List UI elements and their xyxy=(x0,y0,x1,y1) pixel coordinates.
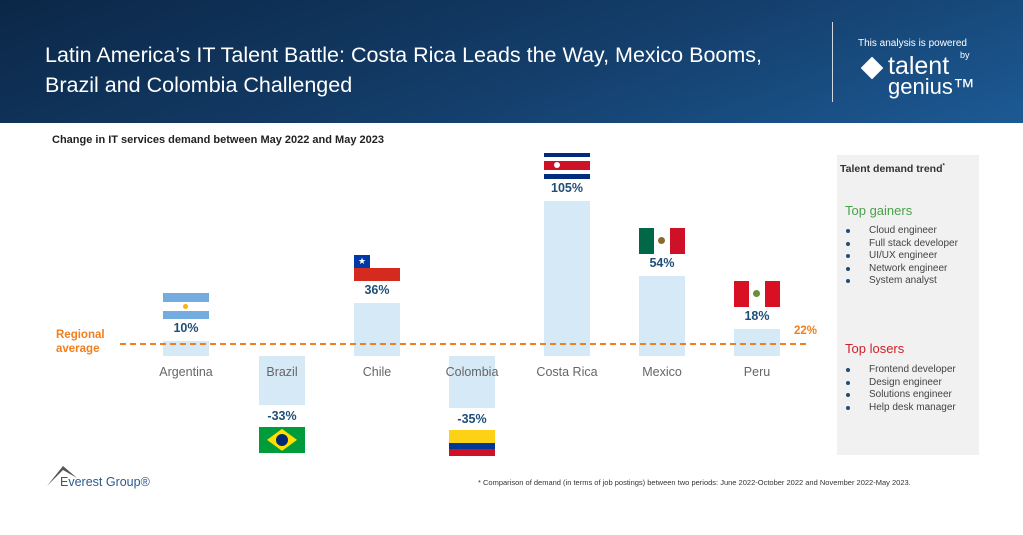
powered-by-text: This analysis is powered xyxy=(858,38,967,49)
value-label-chile: 36% xyxy=(364,282,390,297)
top-gainers-title: Top gainers xyxy=(845,203,913,218)
list-item: Design engineer xyxy=(845,377,956,390)
value-label-peru: 18% xyxy=(744,309,770,324)
page-title: Latin America’s IT Talent Battle: Costa … xyxy=(45,43,762,97)
category-label-peru: Peru xyxy=(743,365,771,379)
bar-brazil xyxy=(259,356,305,405)
flag-colombia-icon xyxy=(449,429,495,456)
panel-title: Talent demand trend* xyxy=(840,163,945,175)
list-item: Frontend developer xyxy=(845,364,956,377)
flag-mexico-icon xyxy=(639,228,685,255)
everest-group-logo-icon xyxy=(47,466,77,486)
gainers-list: Cloud engineer Full stack developer UI/U… xyxy=(845,225,958,288)
divider xyxy=(832,22,833,102)
value-label-costa-rica: 105% xyxy=(551,180,583,195)
list-item: Help desk manager xyxy=(845,402,956,415)
talent-demand-panel: Talent demand trend* Top gainers Cloud e… xyxy=(837,155,979,455)
list-item: Full stack developer xyxy=(845,238,958,251)
category-label-argentina: Argentina xyxy=(159,365,213,379)
chart-title: Change in IT services demand between May… xyxy=(52,134,384,146)
value-label-colombia: -35% xyxy=(457,411,487,426)
bar-chile xyxy=(354,302,400,356)
category-label-chile: Chile xyxy=(362,365,392,379)
top-losers-title: Top losers xyxy=(845,341,905,356)
header-banner: Latin America’s IT Talent Battle: Costa … xyxy=(0,0,1023,123)
category-label-brazil: Brazil xyxy=(266,365,298,379)
bar-colombia xyxy=(449,356,495,408)
list-item: Network engineer xyxy=(845,263,958,276)
panel-title-mark: * xyxy=(942,163,945,170)
bar-peru xyxy=(734,329,780,356)
flag-chile-icon: ★ xyxy=(354,254,400,281)
category-label-colombia: Colombia xyxy=(445,365,499,379)
losers-list: Frontend developer Design engineer Solut… xyxy=(845,364,956,414)
value-label-argentina: 10% xyxy=(173,321,199,336)
regional-average-value: 22% xyxy=(794,325,818,337)
category-label-costa-rica: Costa Rica xyxy=(536,365,598,379)
list-item: Cloud engineer xyxy=(845,225,958,238)
logo-genius: genius™ xyxy=(888,74,975,99)
list-item: Solutions engineer xyxy=(845,389,956,402)
flag-brazil-icon xyxy=(259,426,305,453)
value-label-mexico: 54% xyxy=(649,256,675,271)
list-item: UI/UX engineer xyxy=(845,250,958,263)
footnote: * Comparison of demand (in terms of job … xyxy=(478,478,911,487)
flag-costa-rica-icon xyxy=(544,152,590,179)
regional-average-line xyxy=(120,343,806,345)
value-label-brazil: -33% xyxy=(267,408,297,423)
regional-average-label: Regional average xyxy=(56,329,105,355)
flag-argentina-icon xyxy=(163,293,209,320)
bar-costa-rica xyxy=(544,200,590,356)
logo-talent: talent xyxy=(888,52,950,80)
category-label-mexico: Mexico xyxy=(642,365,682,379)
bar-mexico xyxy=(639,276,685,356)
by-text: by xyxy=(960,50,970,60)
list-item: System analyst xyxy=(845,275,958,288)
everest-group-logo: Everest Group® xyxy=(60,475,150,489)
panel-title-text: Talent demand trend xyxy=(840,163,943,175)
talent-genius-logo-icon xyxy=(860,56,884,80)
flag-peru-icon xyxy=(734,281,780,308)
